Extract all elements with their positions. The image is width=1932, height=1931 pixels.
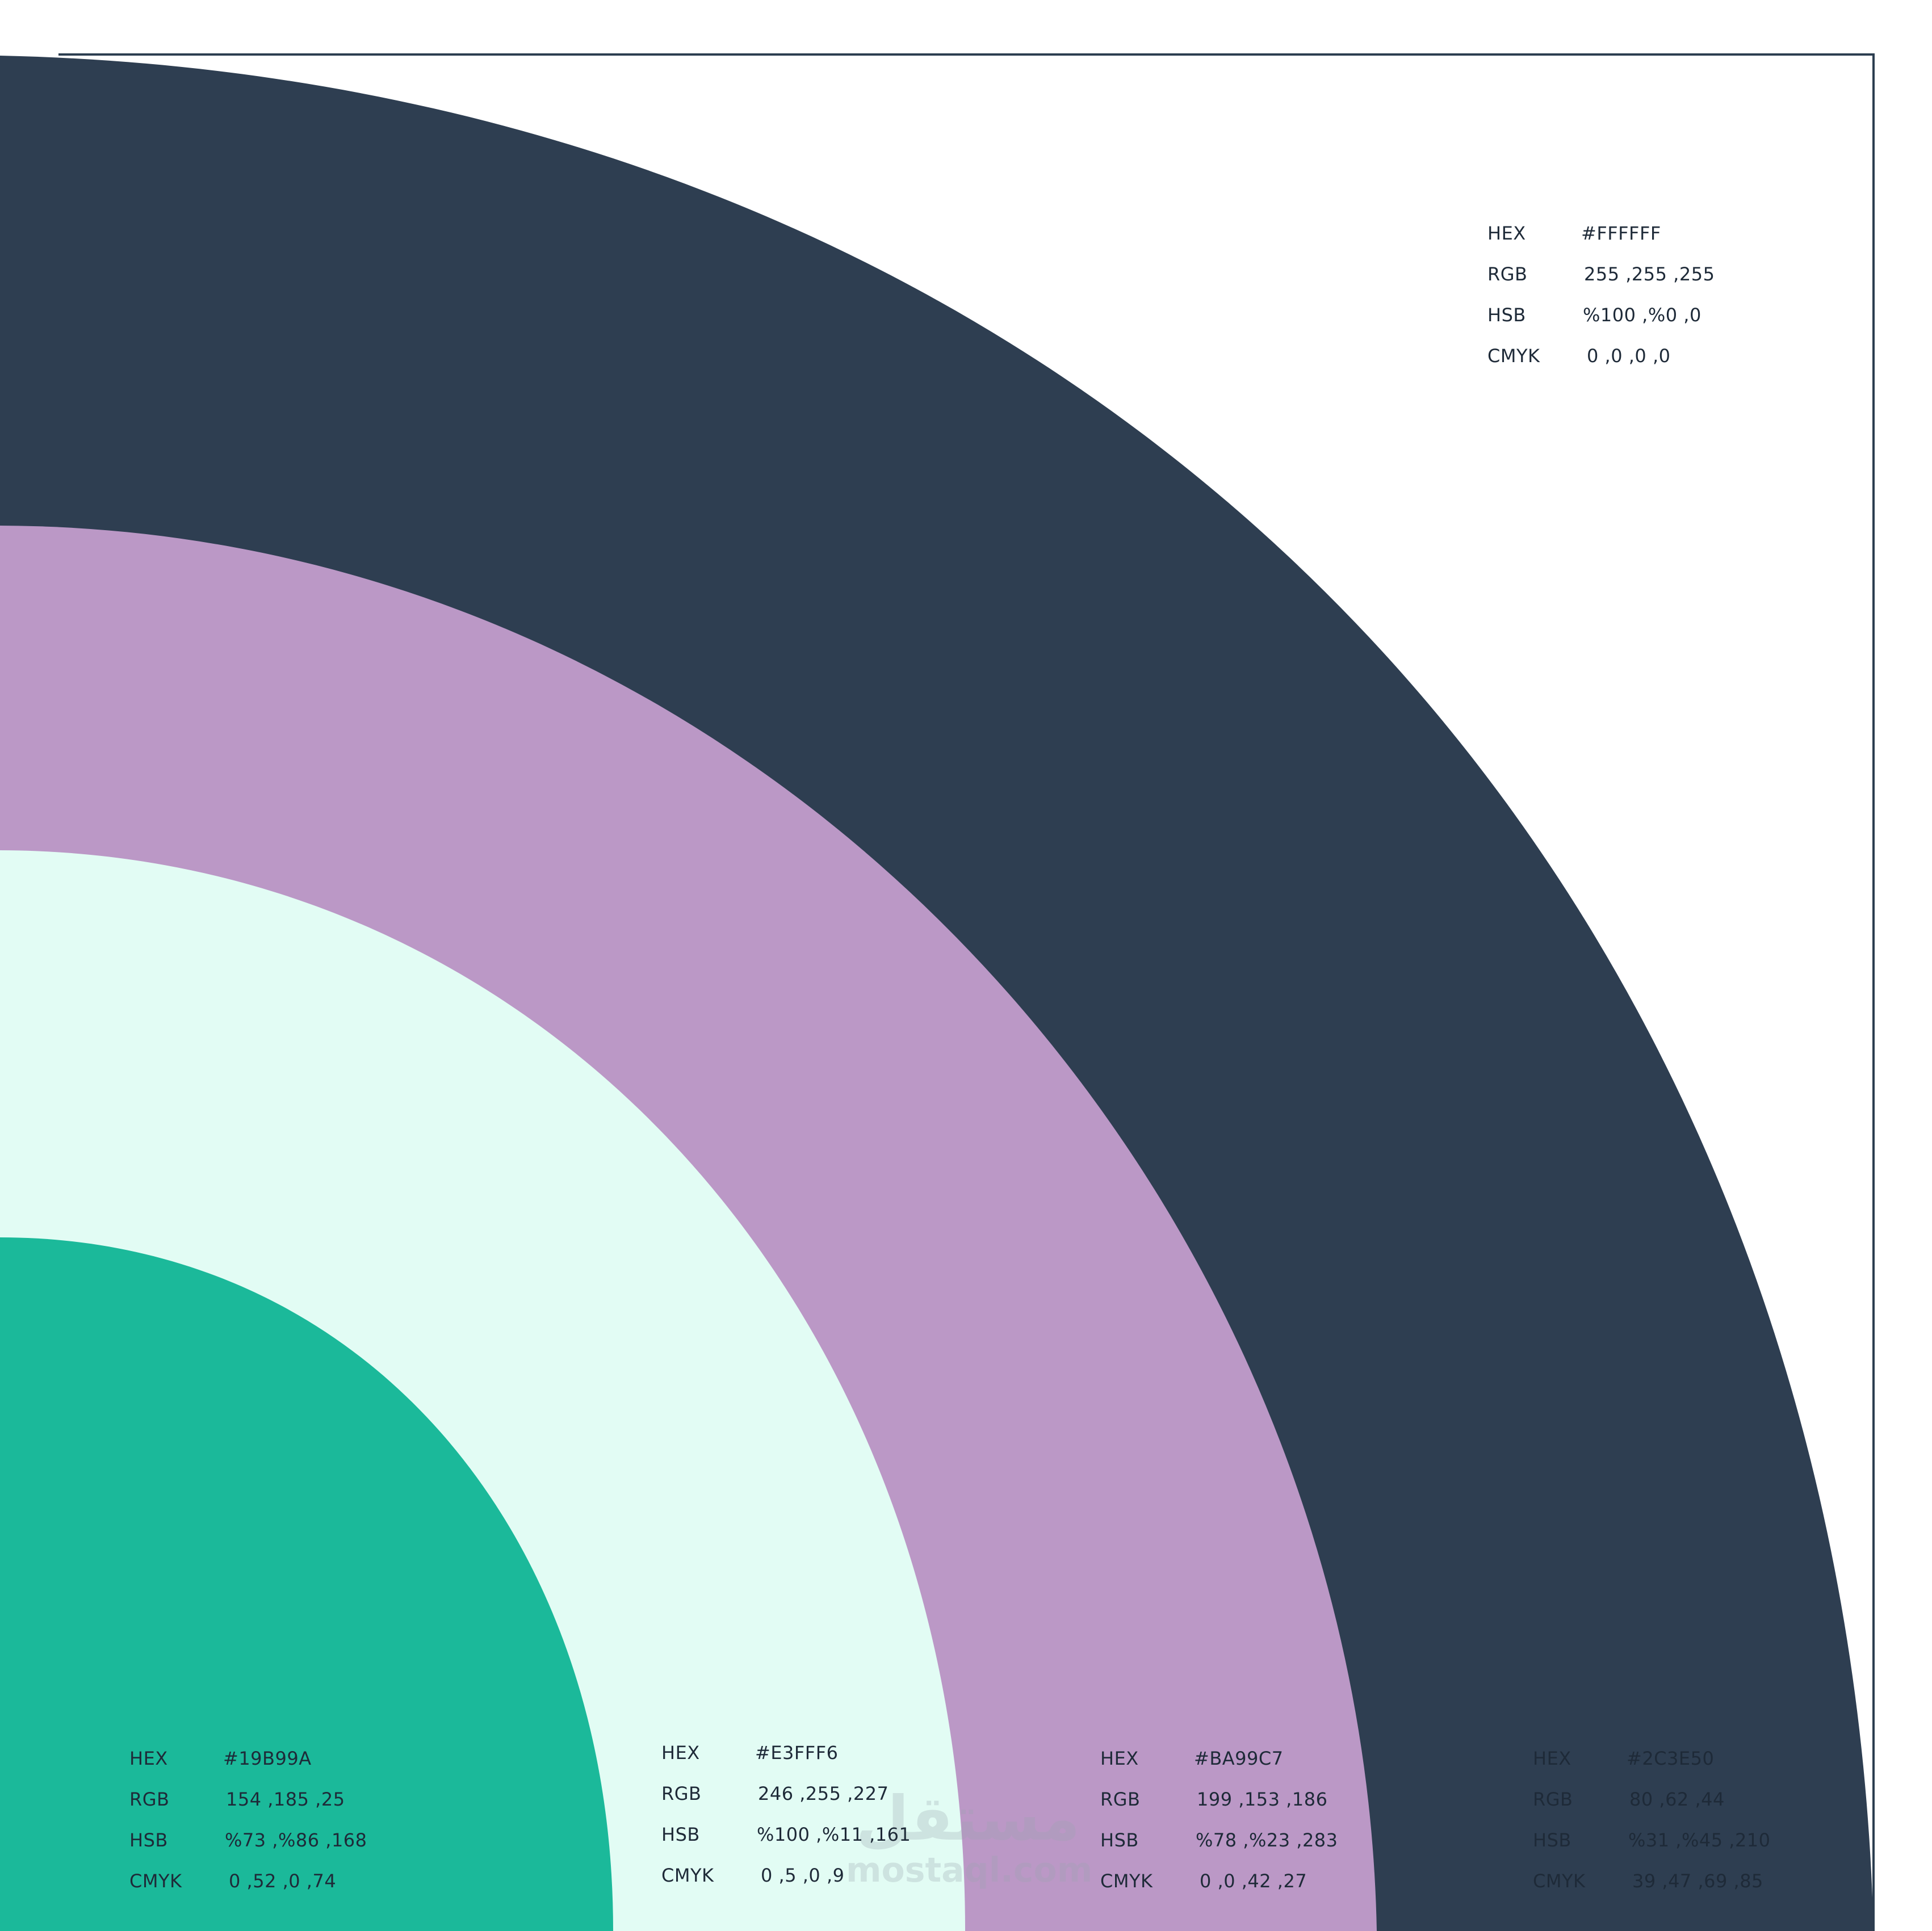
cmyk-value: 0 ,52 ,0 ,74 — [229, 1870, 337, 1892]
hex-label: HEX — [1533, 1748, 1571, 1769]
rgb-label: RGB — [1100, 1789, 1141, 1810]
hsb-label: HSB — [129, 1829, 168, 1851]
hsb-value: %31 ,%45 ,210 — [1628, 1829, 1771, 1851]
rgb-label: RGB — [1533, 1789, 1573, 1810]
hex-value: #FFFFFF — [1581, 223, 1661, 244]
hsb-value: %100 ,%11 ,161 — [757, 1824, 911, 1845]
hex-label: HEX — [661, 1742, 700, 1764]
cmyk-value: 0 ,5 ,0 ,9 — [761, 1865, 845, 1886]
rgb-value: 80 ,62 ,44 — [1629, 1789, 1725, 1810]
rgb-value: 246 ,255 ,227 — [758, 1783, 889, 1804]
hsb-label: HSB — [661, 1824, 700, 1845]
hex-label: HEX — [129, 1748, 168, 1769]
hsb-value: %78 ,%23 ,283 — [1196, 1829, 1338, 1851]
cmyk-value: 39 ,47 ,69 ,85 — [1632, 1870, 1763, 1892]
rgb-label: RGB — [129, 1789, 170, 1810]
rgb-label: RGB — [1487, 263, 1528, 285]
cmyk-label: CMYK — [1487, 345, 1540, 367]
hsb-label: HSB — [1487, 304, 1526, 326]
hex-value: #2C3E50 — [1627, 1748, 1715, 1769]
poster-frame — [58, 53, 1875, 1931]
hex-value: #E3FFF6 — [755, 1742, 839, 1764]
cmyk-label: CMYK — [1100, 1870, 1153, 1892]
hsb-value: %100 ,%0 ,0 — [1583, 304, 1701, 326]
rgb-value: 154 ,185 ,25 — [226, 1789, 345, 1810]
hex-value: #BA99C7 — [1194, 1748, 1284, 1769]
watermark-latin-text: mostaql.com — [846, 1850, 1093, 1890]
hsb-value: %73 ,%86 ,168 — [225, 1829, 367, 1851]
cmyk-value: 0 ,0 ,0 ,0 — [1587, 345, 1671, 367]
rgb-label: RGB — [661, 1783, 702, 1804]
rgb-value: 199 ,153 ,186 — [1197, 1789, 1328, 1810]
mostaql-watermark: مستقل mostaql.com — [846, 1783, 1093, 1901]
watermark-arabic-text: مستقل — [856, 1783, 1080, 1854]
cmyk-label: CMYK — [129, 1870, 182, 1892]
arc-teal — [0, 1237, 613, 1931]
rgb-value: 255 ,255 ,255 — [1584, 263, 1715, 285]
hex-label: HEX — [1100, 1748, 1139, 1769]
hsb-label: HSB — [1100, 1829, 1139, 1851]
cmyk-value: 0 ,0 ,42 ,27 — [1200, 1870, 1307, 1892]
cmyk-label: CMYK — [1533, 1870, 1586, 1892]
hex-value: #19B99A — [223, 1748, 312, 1769]
hsb-label: HSB — [1533, 1829, 1571, 1851]
cmyk-label: CMYK — [661, 1865, 714, 1886]
hex-label: HEX — [1487, 223, 1526, 244]
